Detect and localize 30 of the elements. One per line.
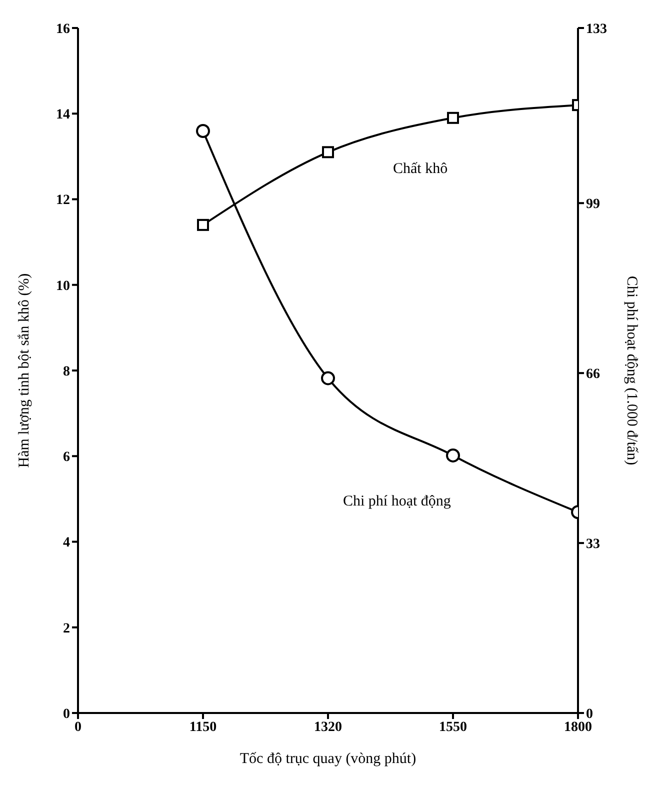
- y-tick-label: 14: [56, 108, 70, 123]
- y-axis-title: Hàm lượng tinh bột sắn khô (%): [16, 273, 32, 468]
- point: [322, 146, 334, 158]
- y-tick-label: 2: [63, 621, 70, 636]
- y-tick-label: 8: [63, 364, 70, 380]
- y-tick-label: 10: [56, 278, 70, 294]
- point: [447, 112, 459, 124]
- point: [196, 124, 210, 138]
- text: Chi phí hoạt động: [343, 493, 452, 510]
- series-label: Chất khô: [393, 160, 448, 177]
- point: [321, 371, 335, 386]
- y2-axis-title: Chi phí hoạt động (1.000 đ/tấn): [624, 276, 640, 466]
- x-tick-label: 1800: [564, 720, 592, 735]
- point: [446, 448, 460, 462]
- x-tick-label: 1150: [189, 720, 217, 735]
- y-tick-label: 6: [63, 450, 70, 466]
- x-axis-title: Tốc độ trục quay (vòng phút): [240, 751, 416, 767]
- x-tick-label: 1550: [439, 720, 467, 735]
- y-tick-label: 12: [56, 193, 70, 208]
- y2-tick-label: 99: [586, 197, 600, 212]
- y-tick-label: 0: [63, 706, 70, 722]
- y2-tick-label: 133: [586, 22, 607, 37]
- y-tick-label: 16: [56, 22, 70, 37]
- y-tick-label: 4: [63, 536, 70, 551]
- y2-tick-label: 0: [586, 706, 593, 722]
- y2-tick-label: 33: [586, 537, 600, 552]
- x-tick-label: 0: [74, 720, 82, 735]
- x-tick-label: 1320: [314, 720, 342, 735]
- point: [197, 218, 209, 231]
- y2-tick-label: 66: [586, 367, 600, 382]
